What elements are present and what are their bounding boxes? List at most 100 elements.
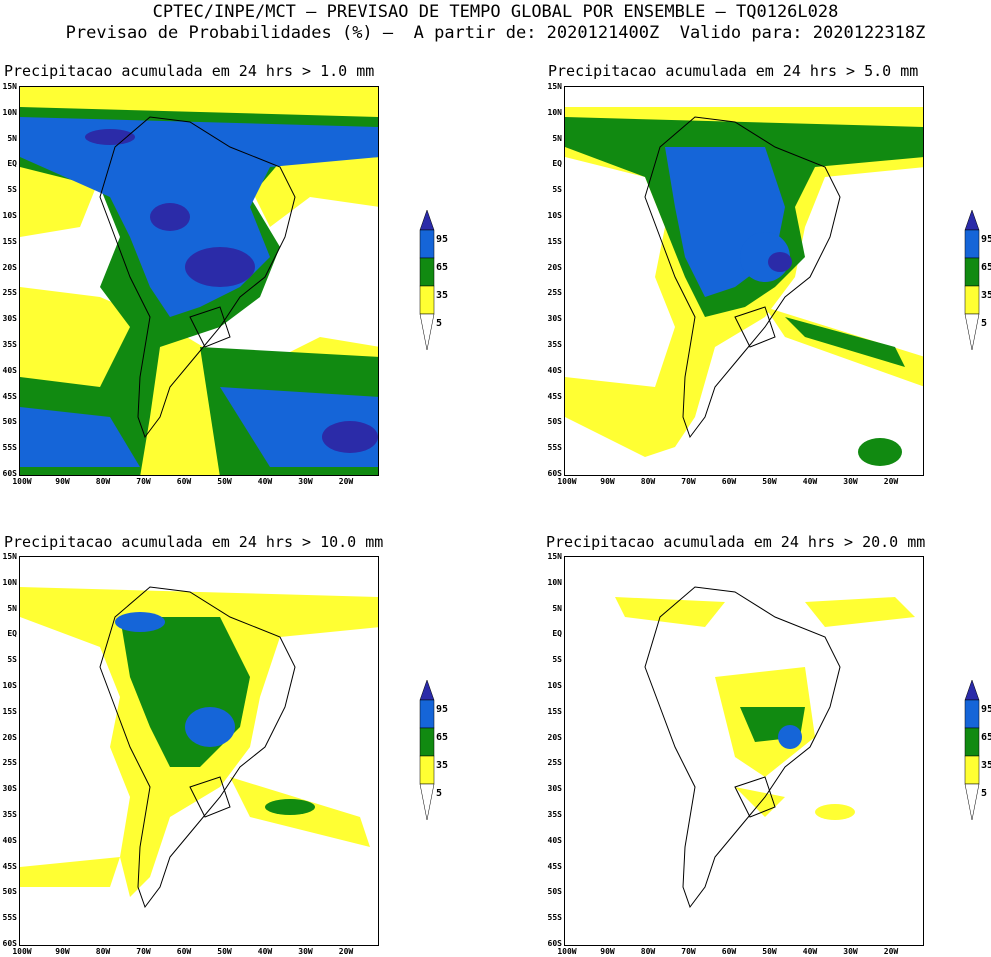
legend-label-65: 65 [981, 262, 991, 273]
lat-tick-label: EQ [552, 159, 562, 169]
legend-label-5: 5 [981, 788, 988, 799]
lat-tick-label: 5S [552, 655, 562, 665]
legend-label-35: 35 [981, 290, 991, 301]
lat-tick-label: 20S [547, 732, 562, 742]
lat-tick-label: 40S [547, 365, 562, 375]
legend-label-65: 65 [436, 732, 449, 743]
lat-tick-label: 60S [2, 469, 17, 478]
lon-tick-label: 50W [762, 477, 777, 486]
panel-4-title: Precipitacao acumulada em 24 hrs > 20.0 … [546, 533, 926, 551]
lat-tick-label: 5S [7, 655, 17, 665]
lon-tick-label: 70W [136, 947, 151, 956]
lon-tick-label: 60W [721, 947, 737, 956]
lat-tick-label: 35S [547, 810, 562, 819]
lat-tick-label: 25S [2, 758, 17, 768]
lat-tick-label: 45S [547, 861, 562, 871]
lon-tick-label: 80W [640, 947, 656, 956]
lat-tick-label: 10S [2, 681, 17, 690]
lon-tick-label: 80W [95, 477, 111, 486]
legend-label-95: 95 [981, 704, 991, 715]
lat-tick-label: 40S [2, 365, 17, 375]
lat-tick-label: EQ [7, 159, 17, 169]
legend-label-65: 65 [981, 732, 991, 743]
lat-tick-label: 45S [547, 391, 562, 401]
lat-tick-label: 45S [2, 391, 17, 401]
lat-tick-label: 60S [547, 469, 562, 478]
lon-tick-label: 30W [843, 947, 858, 956]
lat-tick-label: 20S [2, 262, 17, 272]
header-title: CPTEC/INPE/MCT – PREVISAO DE TEMPO GLOBA… [152, 2, 839, 22]
lon-tick-label: 40W [802, 477, 818, 486]
lon-tick-label: 50W [762, 947, 777, 956]
lon-tick-label: 80W [95, 947, 111, 956]
panel-1-title: Precipitacao acumulada em 24 hrs > 1.0 m… [4, 62, 375, 80]
lon-tick-label: 60W [721, 477, 737, 486]
header-subtitle: Previsao de Probabilidades (%) – A parti… [65, 23, 926, 43]
legend-4: 95 65 35 5 [963, 679, 991, 821]
lat-tick-label: 50S [2, 417, 17, 427]
legend-label-5: 5 [981, 318, 988, 329]
map-panel-1 [19, 86, 379, 476]
lon-tick-label: 30W [298, 477, 313, 486]
lat-tick-label: 10S [547, 681, 562, 690]
lat-tick-label: 15N [2, 552, 17, 561]
map-panel-2 [564, 86, 924, 476]
lon-tick-label: 70W [136, 477, 151, 486]
lat-tick-label: 5N [7, 603, 17, 613]
lat-tick-label: 20S [2, 732, 17, 742]
lon-tick-label: 90W [600, 947, 615, 956]
lat-tick-label: 5N [552, 133, 562, 143]
lat-tick-label: 60S [547, 939, 562, 948]
lat-tick-label: 10S [547, 211, 562, 220]
legend-label-35: 35 [981, 760, 991, 771]
legend-label-5: 5 [436, 788, 443, 799]
lat-tick-label: 15N [2, 82, 17, 91]
panel-2-title: Precipitacao acumulada em 24 hrs > 5.0 m… [548, 62, 919, 80]
lat-tick-label: 5N [7, 133, 17, 143]
lon-tick-label: 20W [883, 947, 899, 956]
lon-tick-label: 30W [843, 477, 858, 486]
lat-tick-label: 30S [2, 314, 17, 324]
legend-1: 95 65 35 5 [418, 209, 478, 351]
lat-tick-label: 55S [2, 913, 17, 923]
legend-label-65: 65 [436, 262, 449, 273]
lon-tick-label: 40W [257, 947, 273, 956]
legend-label-35: 35 [436, 760, 449, 771]
lat-tick-label: 10N [2, 107, 17, 117]
lon-tick-label: 20W [338, 477, 354, 486]
map-panel-4 [564, 556, 924, 946]
lat-tick-label: EQ [552, 629, 562, 639]
lon-tick-label: 90W [55, 477, 70, 486]
lat-tick-label: 25S [547, 288, 562, 298]
lat-tick-label: 15S [2, 706, 17, 716]
lon-tick-label: 100W [557, 947, 577, 956]
lat-tick-label: 25S [547, 758, 562, 768]
lon-tick-label: 50W [217, 477, 232, 486]
lon-tick-label: 100W [12, 477, 32, 486]
lat-tick-label: 5N [552, 603, 562, 613]
legend-3: 95 65 35 5 [418, 679, 478, 821]
lat-tick-label: 30S [547, 314, 562, 324]
map-panel-3 [19, 556, 379, 946]
lat-tick-label: 60S [2, 939, 17, 948]
lat-tick-label: 55S [547, 913, 562, 923]
lat-tick-label: 15S [547, 236, 562, 246]
lat-tick-label: 10N [547, 577, 562, 587]
lat-tick-label: 10S [2, 211, 17, 220]
lat-tick-label: 20S [547, 262, 562, 272]
lat-tick-label: 55S [2, 443, 17, 453]
lat-tick-label: 50S [2, 887, 17, 897]
lat-tick-label: 35S [2, 810, 17, 819]
panel-3-title: Precipitacao acumulada em 24 hrs > 10.0 … [4, 533, 384, 551]
lon-tick-label: 80W [640, 477, 656, 486]
lat-tick-label: 15N [547, 82, 562, 91]
lon-tick-label: 30W [298, 947, 313, 956]
lat-tick-label: 10N [547, 107, 562, 117]
lon-tick-label: 100W [557, 477, 577, 486]
lat-tick-label: 40S [2, 835, 17, 845]
lon-tick-label: 60W [176, 477, 192, 486]
lat-tick-label: 45S [2, 861, 17, 871]
lon-tick-label: 20W [883, 477, 899, 486]
legend-label-95: 95 [981, 234, 991, 245]
legend-2: 95 65 35 5 [963, 209, 991, 351]
